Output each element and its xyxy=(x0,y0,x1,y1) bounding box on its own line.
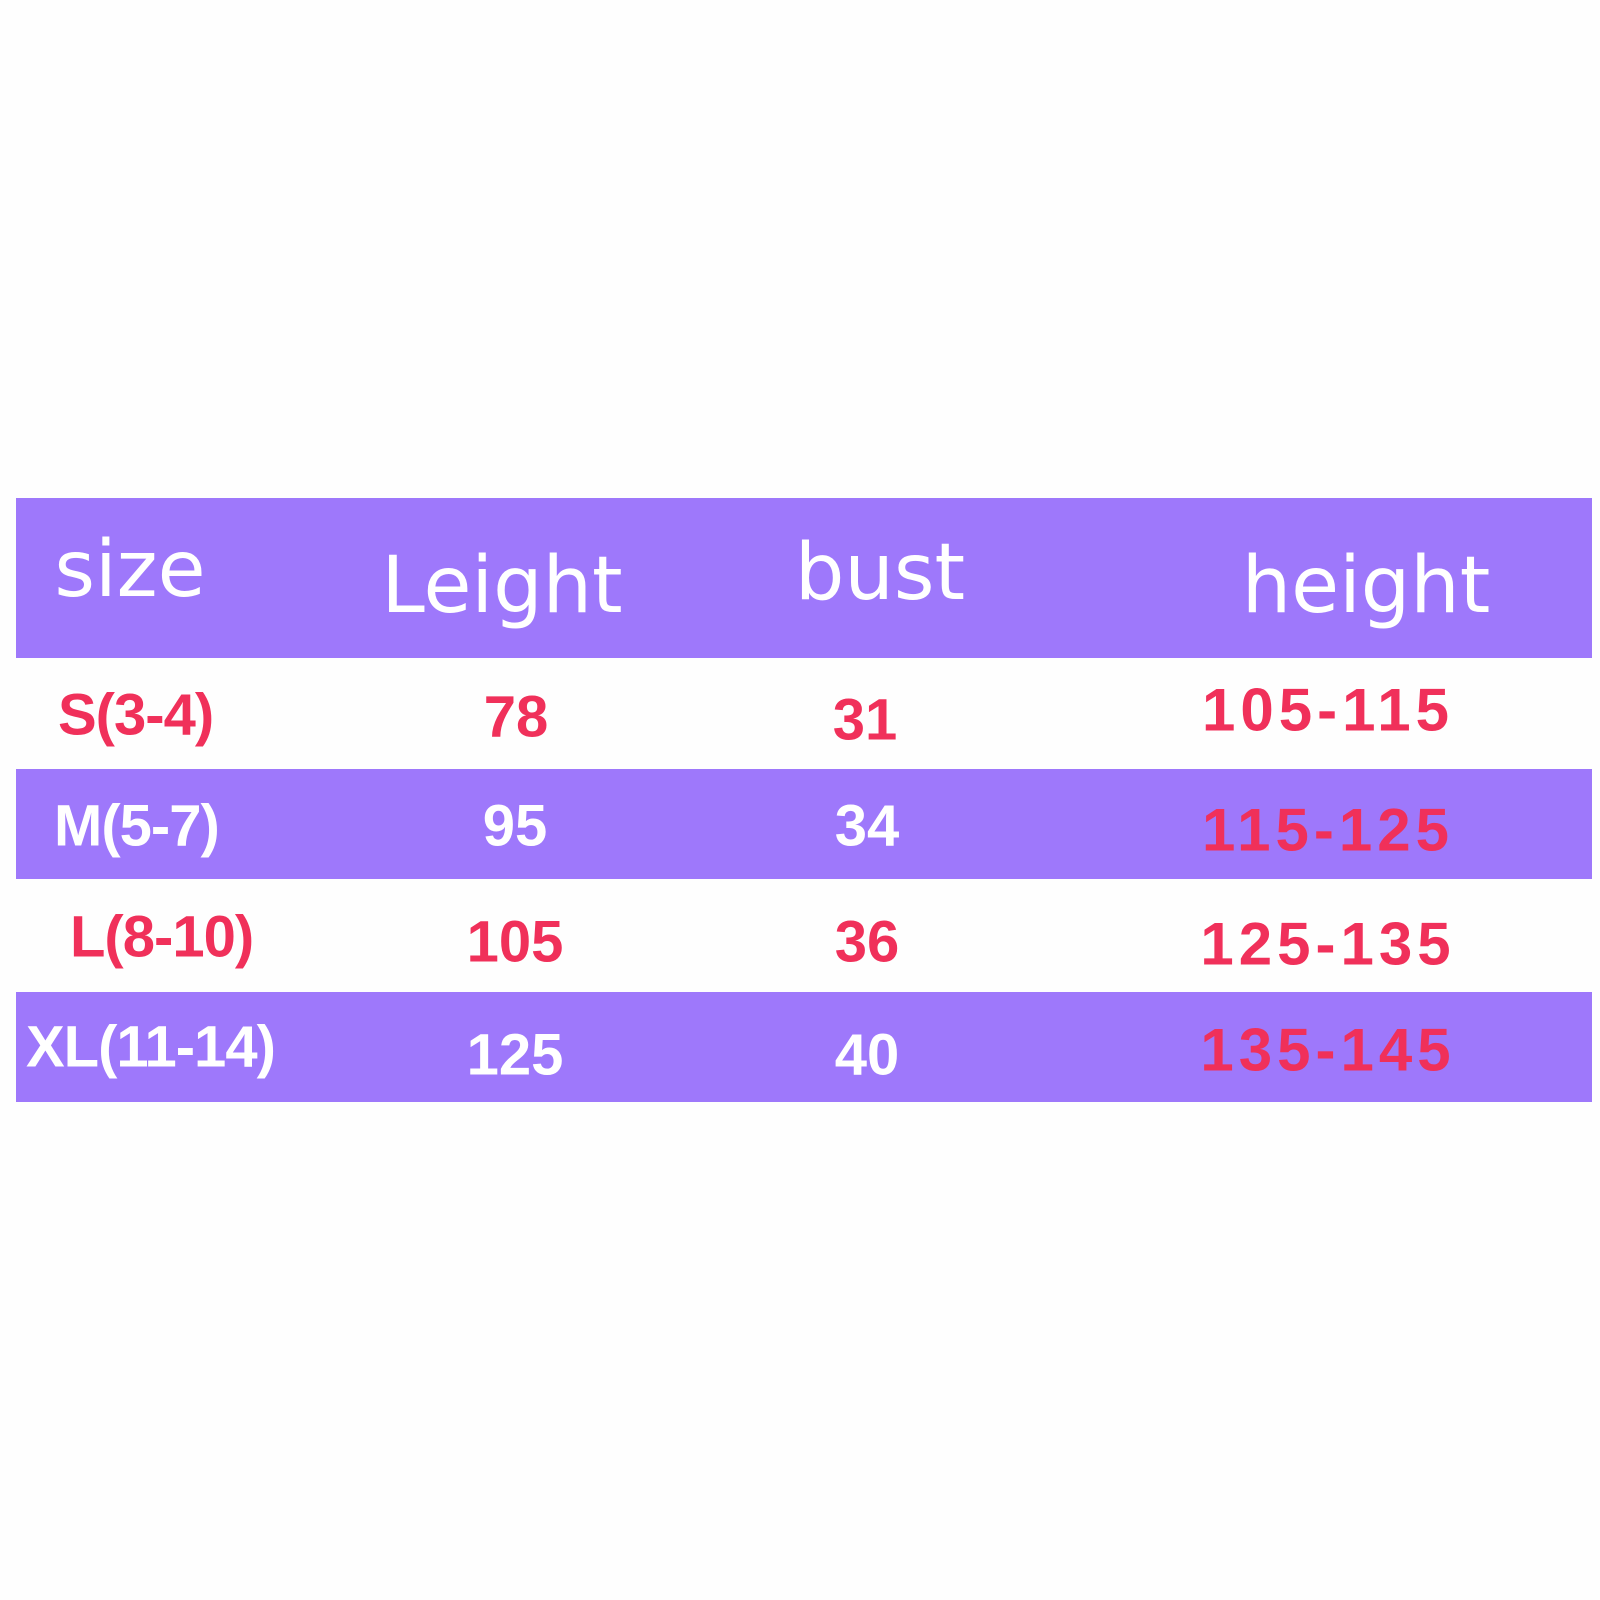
table-row-band xyxy=(16,992,1592,1102)
cell-size: M(5-7) xyxy=(54,793,220,859)
cell-length: 95 xyxy=(482,793,548,859)
cell-bust: 36 xyxy=(834,909,900,975)
table-row-band xyxy=(16,769,1592,879)
cell-bust: 40 xyxy=(834,1022,900,1088)
cell-bust: 31 xyxy=(832,687,898,753)
cell-length: 105 xyxy=(466,909,564,975)
cell-bust: 34 xyxy=(834,793,900,859)
header-length: Leight xyxy=(381,541,623,631)
cell-height: 115-125 xyxy=(1202,796,1454,864)
cell-size: L(8-10) xyxy=(70,904,254,970)
cell-length: 125 xyxy=(466,1022,564,1088)
cell-size: S(3-4) xyxy=(58,682,214,748)
cell-height: 135-145 xyxy=(1200,1016,1456,1084)
cell-height: 105-115 xyxy=(1202,676,1454,744)
cell-size: XL(11-14) xyxy=(26,1014,276,1080)
header-size: size xyxy=(54,525,206,615)
header-height: height xyxy=(1241,541,1491,631)
header-row xyxy=(16,498,1592,658)
cell-length: 78 xyxy=(483,684,549,750)
header-bust: bust xyxy=(794,528,966,618)
cell-height: 125-135 xyxy=(1200,910,1456,978)
